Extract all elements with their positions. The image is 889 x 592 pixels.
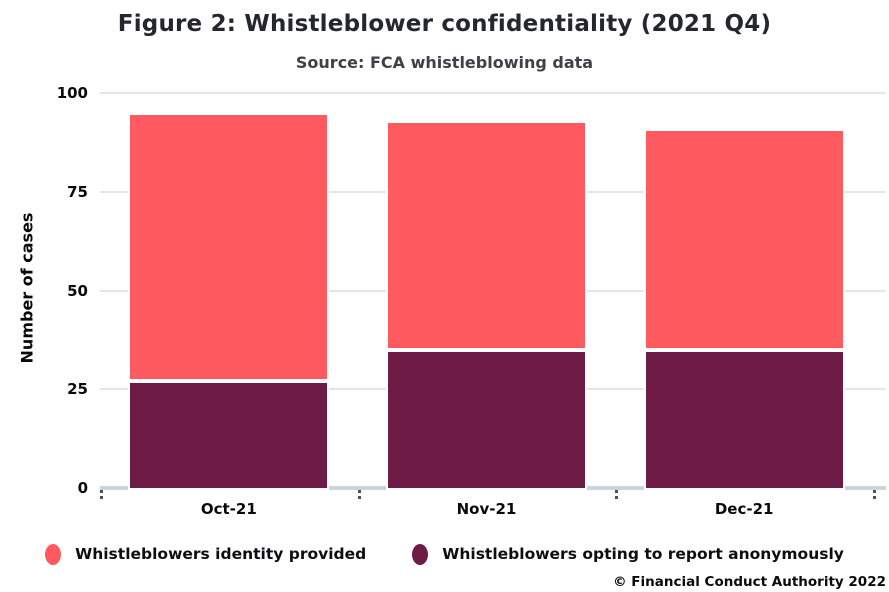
y-tick-label-75: 75 [67,182,88,201]
chart-title: Figure 2: Whistleblower confidentiality … [117,11,772,37]
legend: Whistleblowers identity provided Whistle… [0,540,889,568]
legend-marker-plum-circle-icon [412,543,429,565]
legend-label: Whistleblowers identity provided [75,545,367,563]
gridline-100 [100,92,886,94]
bar-segment-identity-Nov-21 [386,120,587,350]
legend-marker-coral-circle-icon [45,543,62,565]
bar-segment-anonymous-Dec-21 [643,349,845,490]
bar-segment-anonymous-Oct-21 [128,381,330,490]
x-category-label-Dec-21: Dec-21 [714,500,774,518]
y-tick-label-50: 50 [67,281,88,300]
x-category-label-Nov-21: Nov-21 [456,500,517,518]
x-category-label-Oct-21: Oct-21 [200,500,257,518]
legend-item-anonymous: Whistleblowers opting to report anonymou… [412,543,844,565]
chart-subtitle: Source: FCA whistleblowing data [295,53,594,72]
x-axis-tick [357,490,361,499]
legend-item-identity-provided: Whistleblowers identity provided [45,543,367,565]
copyright-notice: © Financial Conduct Authority 2022 [613,574,886,590]
y-tick-label-0: 0 [77,479,88,497]
legend-label: Whistleblowers opting to report anonymou… [442,545,844,563]
y-tick-label-25: 25 [67,380,88,399]
bar-segment-identity-Oct-21 [128,112,330,382]
x-axis-tick [873,490,876,499]
x-axis-tick [100,490,103,499]
bar-segment-anonymous-Nov-21 [386,349,587,490]
y-tick-label-100: 100 [56,84,88,102]
bar-segment-identity-Dec-21 [643,128,845,350]
x-axis-tick [615,490,619,499]
